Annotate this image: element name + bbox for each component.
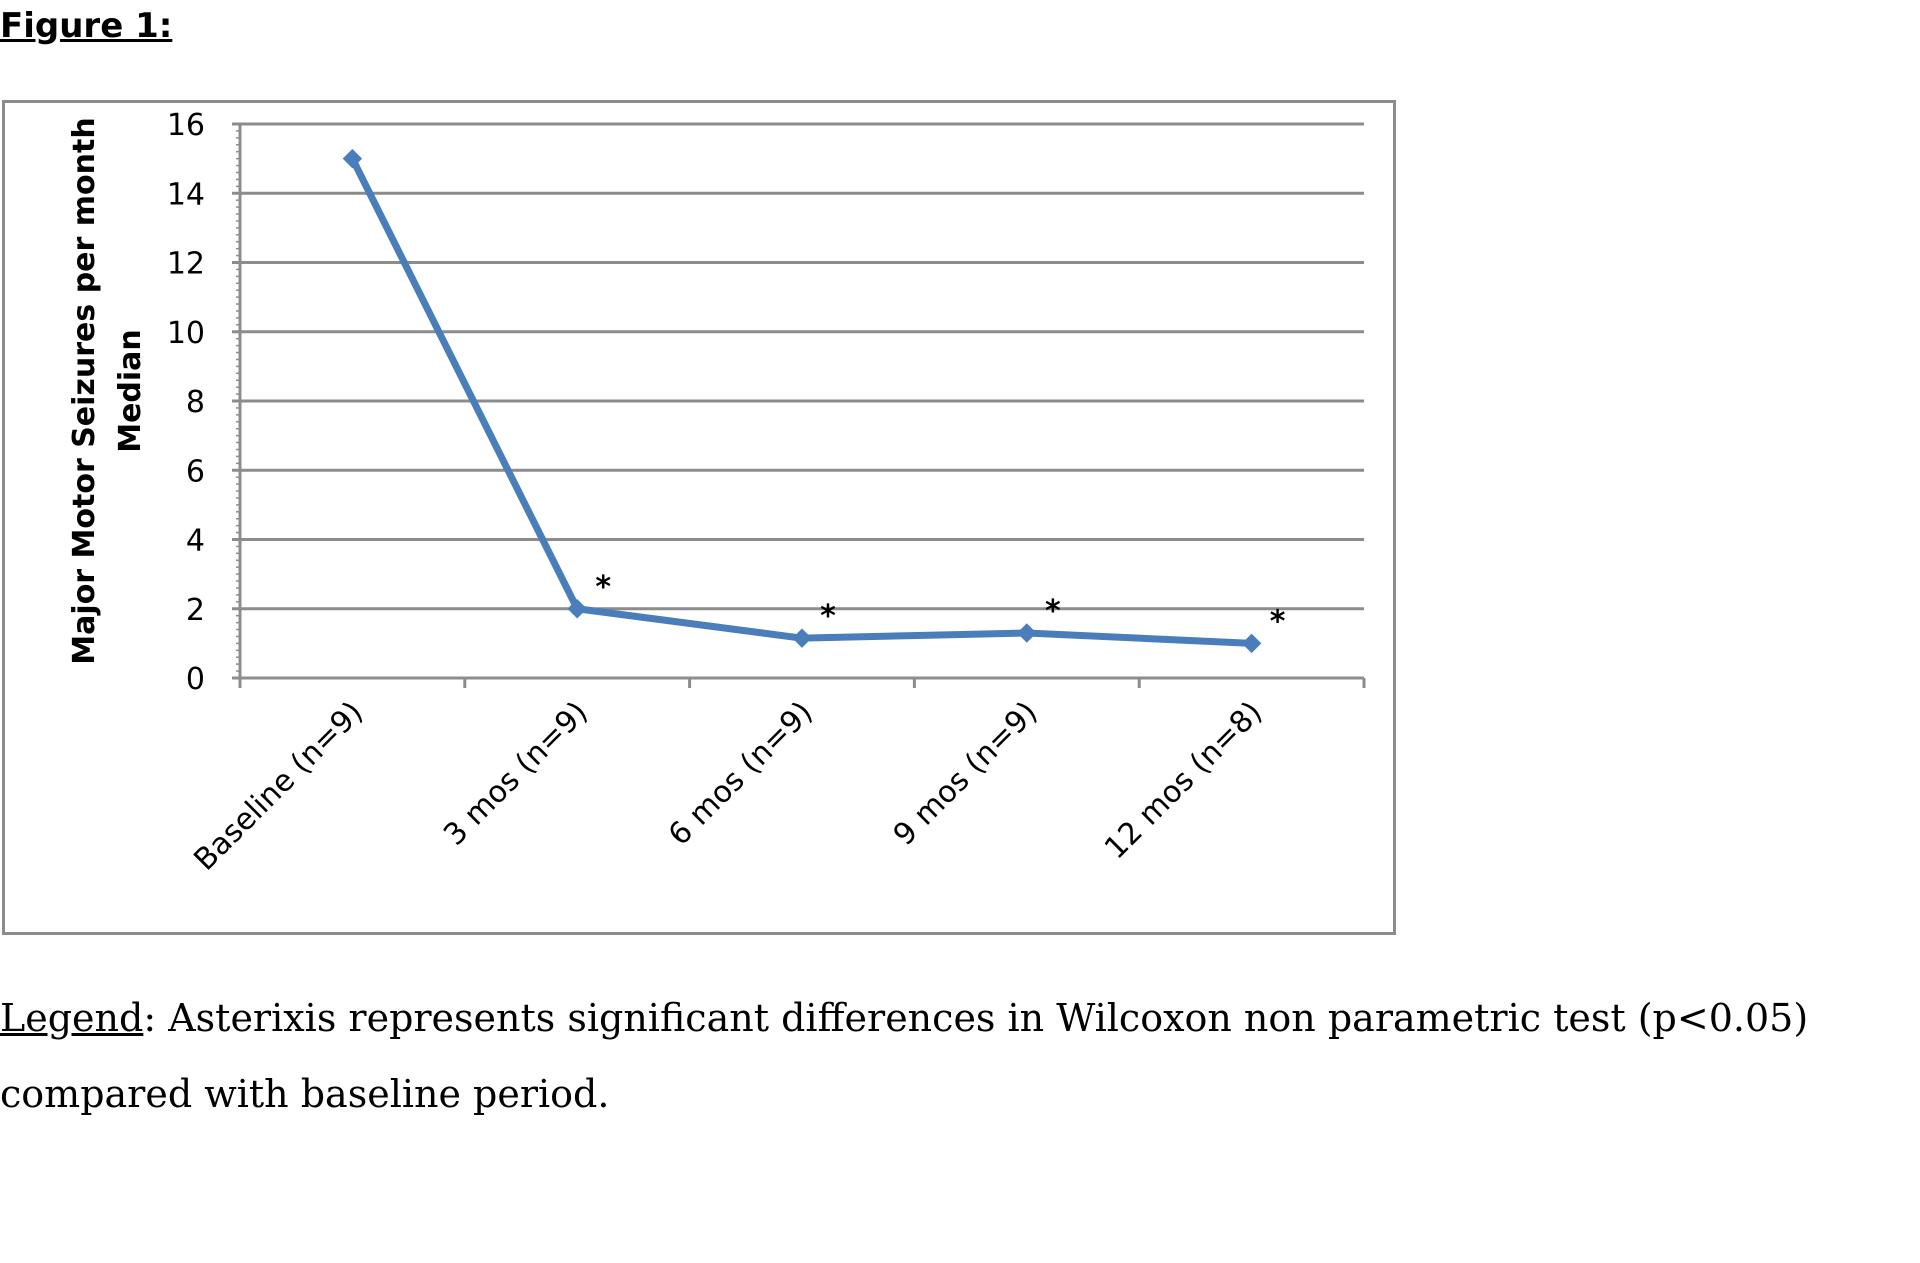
x-tick-label: 12 mos (n=8) (1098, 695, 1269, 866)
y-tick-label: 2 (186, 593, 205, 628)
chart-frame (2, 100, 1396, 935)
x-tick-label: Baseline (n=9) (187, 695, 370, 878)
y-tick-label: 4 (186, 524, 205, 559)
y-tick-label: 10 (167, 316, 205, 351)
y-tick-label: 16 (167, 108, 205, 143)
y-tick-label: 6 (186, 454, 205, 489)
figure-label: Figure 1: (0, 6, 173, 46)
y-tick-label: 0 (186, 662, 205, 697)
data-point-4 (1241, 633, 1262, 654)
y-tick-label: 14 (167, 177, 205, 212)
y-axis-title-line2: Median (113, 329, 148, 453)
y-tick-label: 12 (167, 247, 205, 282)
x-tick-label: 6 mos (n=9) (662, 695, 820, 853)
figure-caption: Legend: Asterixis represents significant… (0, 980, 1880, 1132)
significance-asterisk-2: * (820, 599, 836, 634)
y-tick-label: 8 (186, 385, 205, 420)
significance-asterisk-4: * (1270, 604, 1286, 639)
y-axis-title-line1: Major Motor Seizures per month (67, 117, 102, 664)
data-point-2 (792, 628, 812, 648)
significance-asterisk-1: * (595, 570, 611, 605)
x-tick-label: 3 mos (n=9) (437, 695, 595, 853)
data-point-1 (567, 599, 587, 619)
caption-legend-word: Legend (0, 996, 144, 1040)
x-tick-label: 9 mos (n=9) (887, 695, 1045, 853)
data-point-0 (342, 148, 363, 169)
significance-asterisk-3: * (1045, 594, 1061, 629)
caption-text: : Asterixis represents significant diffe… (0, 996, 1809, 1116)
data-point-3 (1017, 623, 1037, 643)
